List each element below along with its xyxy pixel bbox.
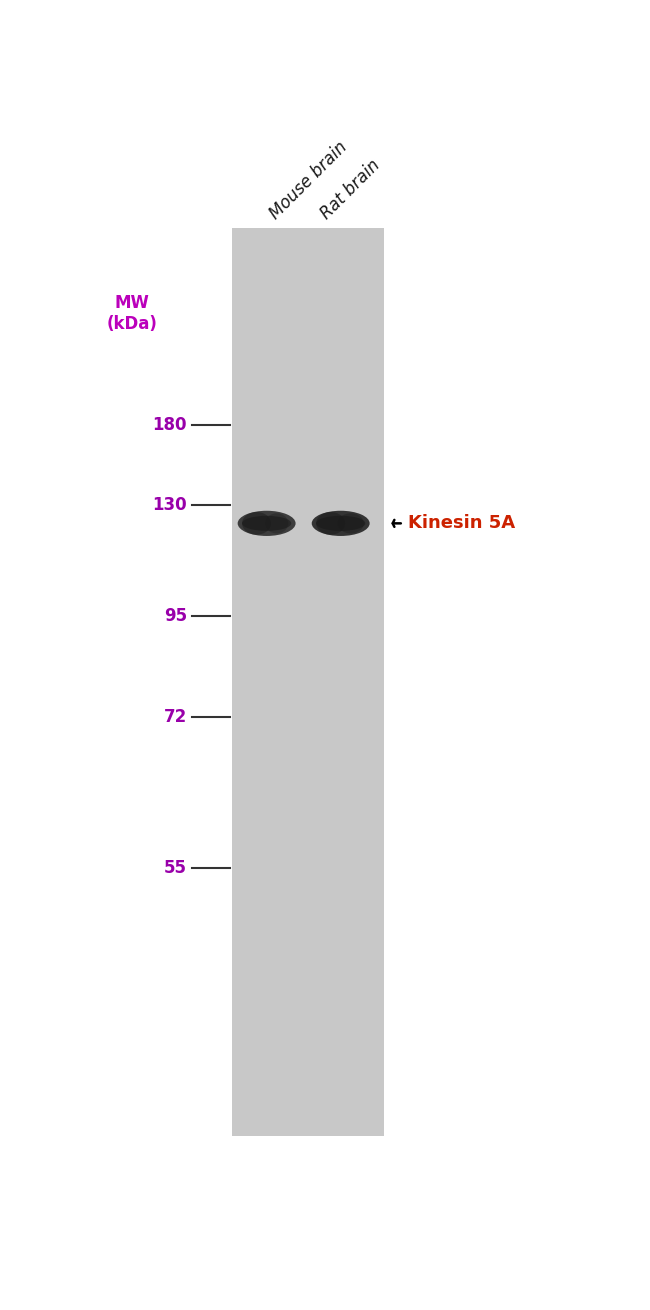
Ellipse shape xyxy=(316,512,345,534)
Text: 72: 72 xyxy=(164,707,187,726)
Text: Mouse brain: Mouse brain xyxy=(266,138,350,223)
Text: 130: 130 xyxy=(152,496,187,515)
Text: 55: 55 xyxy=(164,859,187,878)
Ellipse shape xyxy=(242,512,271,534)
Ellipse shape xyxy=(338,514,364,533)
Text: Kinesin 5A: Kinesin 5A xyxy=(408,515,515,532)
Bar xyxy=(233,228,384,1136)
Ellipse shape xyxy=(238,511,296,536)
Text: 95: 95 xyxy=(164,607,187,625)
Ellipse shape xyxy=(265,514,289,533)
Ellipse shape xyxy=(312,511,370,536)
Text: Rat brain: Rat brain xyxy=(317,156,384,223)
Text: MW
(kDa): MW (kDa) xyxy=(106,295,157,333)
Ellipse shape xyxy=(316,516,365,531)
Ellipse shape xyxy=(242,516,291,531)
Text: 180: 180 xyxy=(153,415,187,434)
